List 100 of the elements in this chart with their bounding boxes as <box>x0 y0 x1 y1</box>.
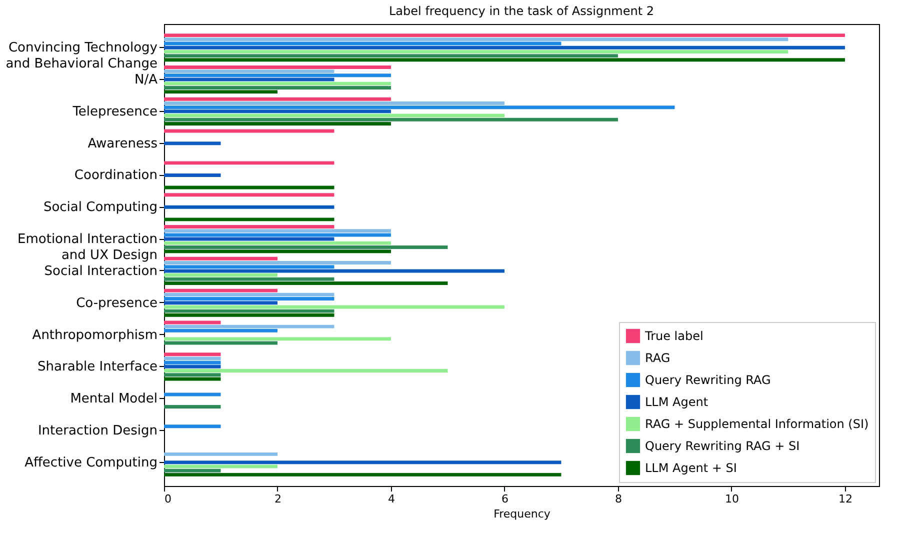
bar <box>164 373 221 377</box>
bar <box>164 161 334 165</box>
bar <box>164 369 448 373</box>
bar <box>164 142 221 146</box>
y-tick-label: Affective Computing <box>24 455 158 470</box>
bar <box>164 78 334 82</box>
bar <box>164 225 334 228</box>
x-tick-label: 10 <box>724 492 739 506</box>
bar <box>164 122 391 126</box>
bar <box>164 237 334 241</box>
bar <box>164 129 334 133</box>
bar <box>164 424 221 428</box>
legend-label: True label <box>644 329 704 343</box>
bar <box>164 313 334 317</box>
bar <box>164 292 334 296</box>
legend-label: LLM Agent <box>645 395 708 409</box>
y-tick-label: Social Computing <box>43 200 158 216</box>
x-tick-label: 4 <box>388 492 395 506</box>
bar <box>164 256 278 260</box>
bar <box>164 328 278 332</box>
bar <box>164 377 221 381</box>
y-tick-label: Emotional Interaction and UX Design <box>18 232 158 264</box>
y-tick-label: N/A <box>134 72 158 88</box>
bar <box>164 269 504 273</box>
bar <box>164 186 334 190</box>
legend-label: Query Rewriting RAG + SI <box>645 439 800 453</box>
bar <box>164 65 391 69</box>
y-tick-label: Sharable Interface <box>38 360 158 375</box>
bar <box>164 309 334 313</box>
bar <box>164 320 221 324</box>
bar <box>164 233 391 237</box>
bar <box>164 241 391 245</box>
bar <box>164 305 504 309</box>
bar <box>164 106 675 110</box>
x-tick-label: 0 <box>164 492 172 506</box>
bar <box>164 277 334 281</box>
bar <box>164 452 278 456</box>
bar <box>164 337 391 341</box>
bar <box>164 324 334 328</box>
bar <box>164 297 334 300</box>
bar <box>164 46 845 50</box>
bar <box>164 250 391 254</box>
y-tick-label: Convincing Technology and Behavioral Change <box>6 40 158 72</box>
bar <box>164 460 562 464</box>
y-tick-label: Awareness <box>88 136 158 152</box>
bar <box>164 38 788 42</box>
bar <box>164 58 845 62</box>
bar <box>164 246 448 249</box>
bar <box>164 273 278 277</box>
bar <box>164 54 618 58</box>
bar <box>164 392 221 396</box>
bar <box>164 229 391 233</box>
bar <box>164 472 562 476</box>
bar <box>164 110 391 114</box>
y-tick-label: Co-presence <box>76 296 158 311</box>
legend-label: LLM Agent + SI <box>645 461 737 475</box>
x-tick-label: 6 <box>501 492 508 506</box>
bar <box>164 114 504 118</box>
bar <box>164 70 334 74</box>
bar <box>164 261 391 264</box>
bar <box>164 173 221 177</box>
bar <box>164 42 562 46</box>
x-tick-label: 2 <box>274 492 282 506</box>
bar <box>164 352 221 356</box>
bar <box>164 118 618 122</box>
bar <box>164 90 278 94</box>
y-tick-label: Anthropomorphism <box>32 328 158 343</box>
bar <box>164 34 845 38</box>
bar <box>164 218 334 222</box>
bar <box>164 86 391 90</box>
bar <box>164 282 448 285</box>
legend-label: Query Rewriting RAG <box>645 373 771 387</box>
legend-label: RAG + Supplemental Information (SI) <box>645 417 869 431</box>
bar <box>164 205 334 209</box>
y-tick-label: Interaction Design <box>38 423 158 438</box>
bar <box>164 97 391 101</box>
bar <box>164 82 391 86</box>
legend-label: RAG <box>645 351 670 365</box>
bar <box>164 356 221 360</box>
y-tick-label: Coordination <box>74 168 158 184</box>
x-axis-title: Frequency <box>494 508 551 520</box>
bar <box>164 288 278 292</box>
x-tick-label: 12 <box>838 492 852 506</box>
bar <box>164 193 334 197</box>
bar <box>164 265 334 269</box>
bar <box>164 360 221 364</box>
y-tick-label: Telepresence <box>72 104 158 120</box>
bar <box>164 468 221 472</box>
bar <box>164 341 278 345</box>
x-tick-label: 8 <box>614 492 622 506</box>
bar <box>164 74 391 78</box>
y-tick-label: Social Interaction <box>44 264 158 279</box>
bar <box>164 301 278 305</box>
bar <box>164 50 788 54</box>
bar <box>164 364 221 368</box>
bar <box>164 464 278 468</box>
y-tick-label: Mental Model <box>70 392 158 407</box>
chart-title: Label frequency in the task of Assignment 2 <box>388 4 654 18</box>
bar <box>164 405 221 409</box>
bar <box>164 101 504 105</box>
